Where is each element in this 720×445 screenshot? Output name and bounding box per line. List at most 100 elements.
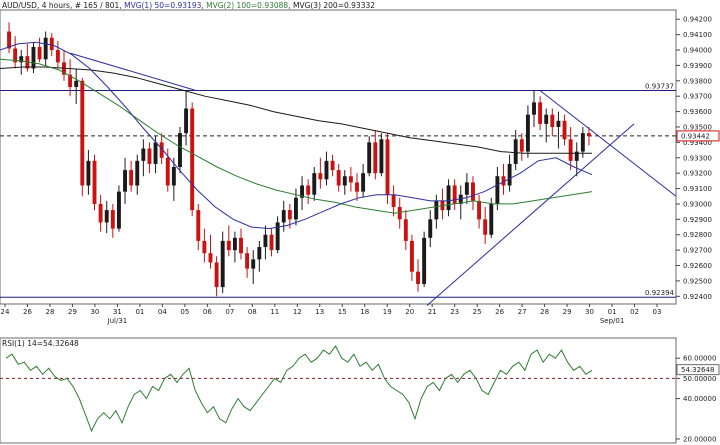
y-tick-label: 0.93300 [683, 154, 712, 162]
x-tick-label: 18 [360, 308, 369, 316]
x-tick-label: 04 [158, 308, 167, 316]
header-sep2: , [288, 1, 293, 10]
candle-down [147, 148, 152, 164]
candle-down [348, 176, 353, 183]
x-tick-label: 31 [113, 308, 122, 316]
candle-down [385, 139, 390, 195]
x-tick-label: 02 [630, 308, 639, 316]
candle-up [275, 222, 280, 251]
candle-up [43, 37, 48, 60]
x-tick-label: 08 [248, 308, 257, 316]
rsi-plot-area [0, 337, 677, 444]
candle-down [403, 219, 408, 241]
month-label: Jul/31 [107, 317, 128, 325]
month-label: Sep/01 [600, 317, 624, 325]
candle-down [336, 170, 341, 186]
candle-up [31, 46, 36, 69]
y-tick-label: 0.92600 [683, 262, 712, 270]
candle-down [159, 142, 164, 158]
y-tick-label: 0.93700 [683, 93, 712, 101]
candle-down [550, 114, 555, 127]
rsi-line [5, 345, 593, 433]
rsi-last-box [676, 364, 720, 376]
candle-down [416, 271, 420, 284]
header-mvg3: MVG(3) 200=0.93332 [293, 1, 375, 10]
y-tick-label: 0.93800 [683, 77, 712, 85]
candle-up [489, 203, 494, 235]
y-tick-label: 0.92500 [683, 277, 712, 285]
candle-up [141, 148, 146, 161]
y-tick-label: 0.94200 [683, 16, 712, 24]
x-tick-label: 13 [315, 308, 324, 316]
candle-up [123, 170, 127, 192]
candle-down [208, 253, 213, 263]
candle-up [86, 160, 91, 186]
axis-labels-layer: 0.94200 0.94100 0.94000 0.93900 0.93800 0.937… [1, 16, 720, 443]
candle-down [471, 182, 475, 201]
x-tick-label: 30 [90, 308, 99, 316]
y-tick-label: 0.93900 [683, 62, 712, 70]
rsi-tick-label: 40.00000 [683, 395, 716, 403]
x-tick-label: 27 [518, 308, 527, 316]
header-symbol: AUD/USD [2, 1, 37, 10]
header-mvg1: MVG(1) 50=0.93193 [124, 1, 201, 10]
candle-up [422, 237, 427, 284]
candle-down [586, 133, 591, 137]
x-tick-label: 11 [270, 308, 279, 316]
candle-up [171, 167, 176, 186]
candle-up [428, 219, 433, 238]
rsi-layer [0, 345, 676, 433]
candle-up [458, 194, 463, 204]
y-tick-label: 0.92800 [683, 231, 712, 239]
x-tick-label: 28 [46, 308, 55, 316]
candle-down [409, 240, 414, 272]
x-tick-label: 03 [653, 308, 662, 316]
mvg2-line [0, 58, 593, 214]
x-tick-label: 06 [203, 308, 212, 316]
level-label: 0.92394 [645, 289, 674, 297]
header-sep1: , [201, 1, 206, 10]
candle-up [135, 160, 140, 186]
x-tick-label: 30 [585, 308, 594, 316]
candle-down [196, 210, 201, 241]
header-info: , 4 hours, # 165 / 801, [37, 1, 124, 10]
candle-down [7, 31, 12, 49]
y-tick-label: 0.93000 [683, 200, 712, 208]
candle-down [568, 139, 573, 161]
candle-up [495, 176, 500, 204]
y-tick-label: 0.92900 [683, 216, 712, 224]
candle-up [153, 142, 158, 164]
candle-up [19, 56, 24, 63]
candle-down [98, 203, 103, 223]
candle-down [245, 253, 250, 269]
x-tick-label: 29 [68, 308, 77, 316]
candle-down [202, 240, 207, 254]
candle-down [190, 108, 195, 211]
x-tick-label: 21 [428, 308, 437, 316]
candle-up [220, 240, 225, 288]
candle-down [330, 160, 335, 171]
mvg3-line [0, 66, 592, 154]
candle-down [214, 262, 219, 288]
candle-up [300, 185, 305, 198]
y-tick-label: 0.92700 [683, 247, 712, 255]
x-tick-label: 24 [1, 308, 10, 316]
candle-up [379, 139, 384, 174]
candle-down [538, 102, 543, 124]
x-tick-label: 23 [450, 308, 459, 316]
candle-up [74, 80, 79, 87]
chart-header-text: AUD/USD, 4 hours, # 165 / 801, MVG(1) 50… [2, 1, 375, 10]
rsi-header-text: RSI(1) 14=54.32648 [2, 339, 79, 348]
candle-down [55, 50, 60, 63]
rsi-last-label: 54.32648 [681, 366, 714, 374]
candle-up [116, 191, 121, 229]
y-tick-label: 0.93600 [683, 108, 712, 116]
x-tick-label: 25 [473, 308, 482, 316]
candle-down [165, 157, 170, 186]
candle-down [373, 142, 378, 174]
x-tick-label: 26 [23, 308, 32, 316]
candle-up [251, 259, 256, 269]
level-label: 0.93737 [645, 83, 674, 91]
candle-up [580, 133, 585, 152]
